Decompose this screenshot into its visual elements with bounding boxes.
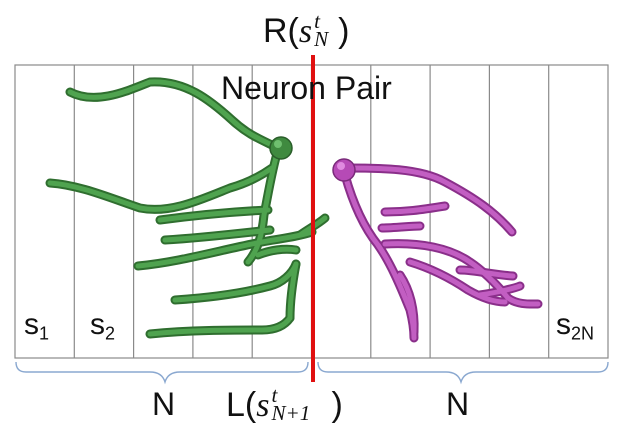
segment-label-last: s2N (556, 308, 595, 344)
segment-label-second: s2 (90, 308, 116, 344)
segment-label-first: s1 (24, 308, 50, 344)
left-boundary-label: L(s t N+1) (226, 382, 343, 425)
right-neuron (332, 158, 543, 343)
right-brace-label: N (446, 386, 470, 422)
right-boundary-label: R(s t N) (263, 8, 350, 51)
left-brace-label: N (152, 386, 176, 422)
left-neuron (45, 77, 330, 339)
right-brace (317, 361, 609, 385)
diagram-title: Neuron Pair (221, 70, 392, 106)
left-brace (15, 361, 309, 385)
